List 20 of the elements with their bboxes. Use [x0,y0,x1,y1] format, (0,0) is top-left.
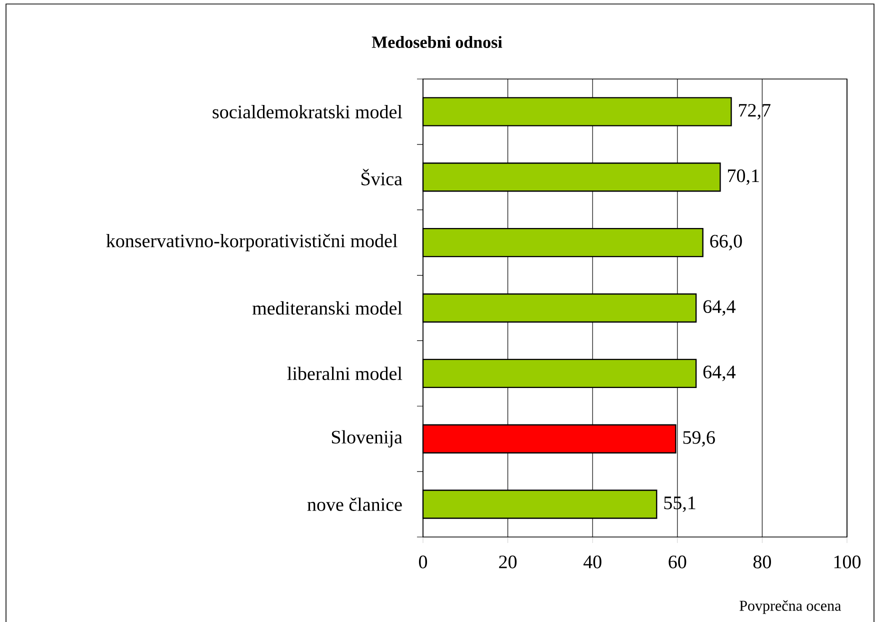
y-tick-label: konservativno-korporativistični model [106,234,398,252]
y-tick-label: liberalni model [287,366,402,380]
x-tick-label: 80 [753,556,771,568]
y-tick-label: socialdemokratski model [212,105,402,118]
x-tick-label: 0 [418,556,428,568]
data-label: 64,4 [703,366,736,382]
y-tick-label: Slovenija [332,430,402,448]
data-label: 66,0 [710,234,742,250]
data-label: 70,1 [728,169,759,185]
y-tick-label: Švica [362,168,402,186]
x-tick-label: 40 [583,556,602,568]
chart-title: Medosebni odnosi [372,36,502,48]
x-tick-label: 20 [499,556,517,568]
y-tick-label: mediteranski model [252,301,402,315]
x-tick-label: 60 [668,556,686,568]
x-tick-label: 100 [834,556,861,568]
data-label: 64,4 [703,300,736,316]
x-axis-title: Povprečna ocena [740,600,842,614]
y-tick-label: nove članice [307,498,402,511]
data-label: 59,6 [683,431,715,447]
